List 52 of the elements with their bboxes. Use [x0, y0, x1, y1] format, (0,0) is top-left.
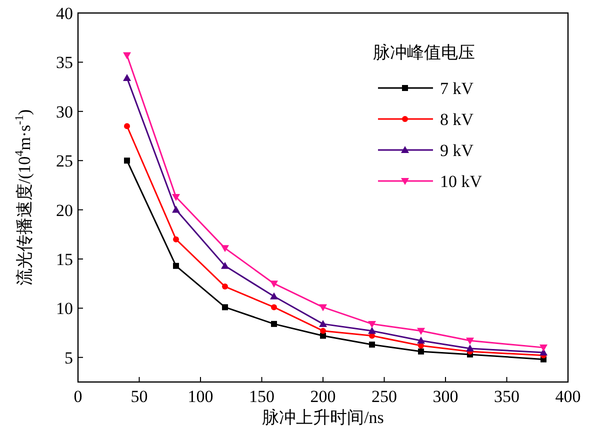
x-tick-label: 100 [188, 387, 214, 406]
point [270, 280, 278, 288]
legend-title: 脉冲峰值电压 [373, 43, 475, 62]
point [271, 304, 277, 310]
legend-label: 8 kV [440, 110, 474, 129]
point [124, 158, 130, 164]
x-axis-title: 脉冲上升时间/ns [262, 408, 384, 427]
y-tick-label: 35 [56, 53, 73, 72]
y-tick-label: 20 [56, 200, 73, 220]
legend-label: 10 kV [440, 172, 483, 191]
point [221, 245, 229, 252]
legend-label: 7 kV [440, 79, 474, 98]
y-tick-label: 40 [56, 4, 73, 23]
y-tick-label: 10 [56, 299, 73, 318]
point [320, 332, 326, 339]
x-tick-label: 300 [432, 387, 458, 406]
point [222, 284, 228, 290]
point [123, 74, 131, 81]
point [368, 326, 376, 334]
point [417, 328, 425, 335]
point [173, 236, 179, 242]
point [319, 304, 327, 312]
point [540, 344, 548, 352]
x-tick-label: 350 [494, 387, 520, 406]
legend-label: 9 kV [440, 141, 474, 160]
point [221, 262, 229, 269]
point [222, 304, 228, 310]
point [369, 342, 375, 348]
point [172, 206, 180, 213]
point [123, 52, 131, 60]
point [270, 292, 278, 300]
x-tick-label: 150 [249, 387, 274, 406]
point [417, 336, 425, 344]
point [172, 194, 180, 202]
point [466, 338, 474, 345]
point [368, 320, 376, 328]
y-tick-label: 15 [56, 250, 73, 269]
point [320, 328, 326, 334]
point [466, 344, 474, 352]
point [271, 320, 277, 327]
y-tick-label: 30 [56, 102, 73, 122]
x-tick-label: 250 [372, 387, 397, 406]
y-tick-label: 25 [56, 152, 73, 171]
x-tick-label: 400 [555, 387, 581, 406]
point [173, 262, 179, 269]
point [418, 348, 424, 354]
point [319, 320, 327, 327]
x-tick-label: 200 [310, 387, 336, 406]
y-tick-label: 5 [64, 348, 73, 368]
x-tick-label: 50 [130, 387, 148, 406]
x-tick-label: 0 [74, 387, 82, 406]
point [124, 123, 130, 130]
